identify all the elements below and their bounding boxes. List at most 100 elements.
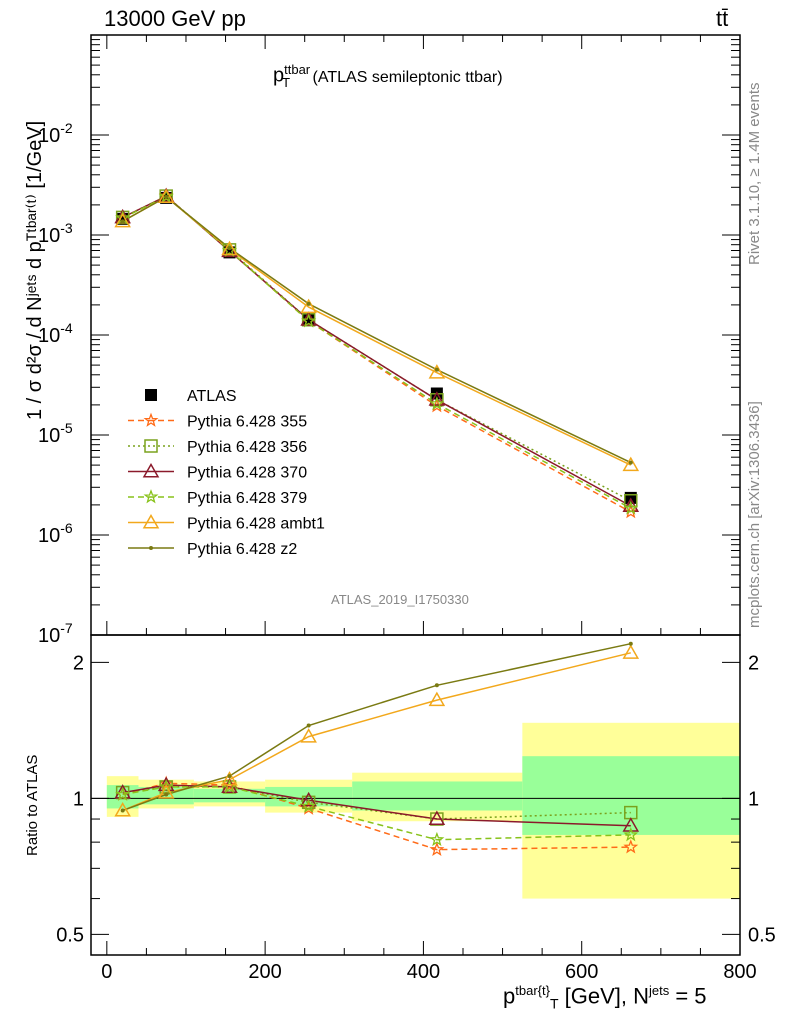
ratio-xtick-label: 800 xyxy=(723,961,756,983)
band-green-4 xyxy=(352,781,523,811)
main-point-z2-2 xyxy=(227,246,232,251)
main-point-p356-5 xyxy=(624,494,638,508)
ratio-xtick-label: 400 xyxy=(407,961,440,983)
legend-marker-p370 xyxy=(142,462,160,478)
legend-marker-p355 xyxy=(143,412,159,427)
x-axis-label-sub: T xyxy=(549,995,559,1012)
ratio-point-p379-3 xyxy=(301,798,317,813)
main-point-ambt1-1 xyxy=(157,188,175,203)
ratio-point-p355-4 xyxy=(429,841,445,856)
energy-label: 13000 GeV pp xyxy=(104,6,246,31)
legend-label-p370: Pythia 6.428 370 xyxy=(187,465,307,482)
ratio-point-z2-5 xyxy=(628,641,633,646)
ratio-frame xyxy=(90,634,741,956)
main-line-p379 xyxy=(122,195,632,509)
legend-label-ambt1: Pythia 6.428 ambt1 xyxy=(187,516,325,533)
ratio-point-ambt1-2 xyxy=(221,771,238,786)
plot-title-main: p xyxy=(273,64,285,87)
main-point-z2-4 xyxy=(434,367,439,372)
ratio-ytick-label-right: 1 xyxy=(748,788,759,810)
ratio-ytick-label-left: 2 xyxy=(73,652,84,674)
main-point-p355-5 xyxy=(623,504,639,519)
ratio-point-p370-1 xyxy=(157,776,175,792)
ratio-point-z2-4 xyxy=(434,683,439,688)
main-point-z2-5 xyxy=(628,460,633,465)
mcplots-label: mcplots.cern.ch [arXiv:1306.3436] xyxy=(746,401,763,628)
main-point-ambt1-5 xyxy=(622,456,640,472)
axes-frames: 10-2 10-3 10-4 10-5 10-6 10-7 0 200 400 600 800 0.5… xyxy=(38,34,776,983)
x-axis-label-main: p xyxy=(503,983,516,1009)
ratio-point-p355-3 xyxy=(301,800,317,815)
main-point-z2-3 xyxy=(306,301,311,306)
legend-marker-p379 xyxy=(143,489,159,504)
ratio-ytick-label-right: 0.5 xyxy=(748,924,776,946)
main-point-p379-4 xyxy=(429,395,445,411)
legend-marker-p356 xyxy=(144,439,158,453)
legend-label-p356: Pythia 6.428 356 xyxy=(187,439,307,456)
band-green-5 xyxy=(522,756,740,835)
rivet-label: Rivet 3.1.10, ≥ 1.4M events xyxy=(746,82,763,266)
ratio-point-z2-1 xyxy=(164,792,169,797)
legend-label-p379: Pythia 6.428 379 xyxy=(187,490,307,507)
main-point-ambt1-2 xyxy=(221,240,238,256)
ratio-line-p370 xyxy=(122,784,631,827)
ratio-point-z2-3 xyxy=(306,723,311,728)
main-line-p370 xyxy=(122,195,632,507)
ratio-point-ambt1-5 xyxy=(622,644,640,659)
main-y-axis-label: 1 / σ d²σ / d Nʲᵉᵗˢ d pᵀᵗᵇᵃʳ⁽ᵗ⁾ [1/GeV] xyxy=(24,120,46,420)
main-point-p370-4 xyxy=(428,391,446,406)
x-axis-label-sup: tbar{t} xyxy=(515,983,550,998)
ratio-point-z2-0 xyxy=(120,808,125,813)
ratio-point-p370-3 xyxy=(300,791,317,807)
process-label: tt̄ xyxy=(716,6,729,31)
ratio-point-p355-5 xyxy=(623,839,639,854)
analysis-watermark: ATLAS_2019_I1750330 xyxy=(331,592,469,607)
band-green-2 xyxy=(193,788,266,803)
x-axis-label-units: [GeV], N xyxy=(558,983,649,1009)
x-axis-label: ptbar{t}T [GeV], Njets = 5 xyxy=(503,983,707,1012)
ratio-ytick-label-left: 1 xyxy=(73,788,84,810)
main-point-ambt1-0 xyxy=(114,212,131,228)
ratio-ytick-label-right: 2 xyxy=(748,652,759,674)
ratio-point-p379-4 xyxy=(429,831,445,847)
ratio-xtick-label: 0 xyxy=(101,961,112,983)
plot-title-rest: (ATLAS semileptonic ttbar) xyxy=(308,68,503,86)
ratio-point-p370-5 xyxy=(622,817,640,832)
legend-label-data: ATLAS xyxy=(187,388,237,405)
plot-title-sub: T xyxy=(282,74,291,90)
ratio-point-p355-2 xyxy=(222,777,237,792)
main-ytick-label: 10-3 xyxy=(38,220,73,247)
legend-label-z2: Pythia 6.428 z2 xyxy=(187,541,297,558)
ratio-point-p379-0 xyxy=(115,786,131,801)
plot-title: pttbarT (ATLAS semileptonic ttbar) xyxy=(273,62,503,90)
ratio-point-p379-1 xyxy=(158,779,174,794)
main-point-p379-5 xyxy=(623,500,639,515)
main-point-ambt1-3 xyxy=(300,298,317,314)
ratio-line-p356 xyxy=(122,786,631,820)
main-ytick-label: 10-6 xyxy=(38,520,73,547)
ratio-point-ambt1-1 xyxy=(157,784,175,799)
main-ytick-label: 10-2 xyxy=(38,120,73,147)
main-ytick-label: 10-7 xyxy=(38,620,73,647)
main-ytick-label: 10-4 xyxy=(38,320,73,347)
ratio-point-z2-2 xyxy=(227,774,232,779)
plot-title-sup: ttbar xyxy=(284,62,311,77)
ratio-ytick-label-left: 0.5 xyxy=(56,924,84,946)
legend-marker-data xyxy=(145,389,157,401)
ratio-point-ambt1-4 xyxy=(428,691,446,707)
ratio-point-p370-4 xyxy=(428,810,446,826)
ratio-line-ambt1 xyxy=(122,652,631,812)
main-point-z2-0 xyxy=(120,219,125,224)
ratio-line-p379 xyxy=(122,786,631,841)
series-markers xyxy=(114,187,640,856)
main-point-p379-3 xyxy=(301,313,317,328)
main-ytick-label: 10-5 xyxy=(38,420,73,447)
ratio-y-axis-label: Ratio to ATLAS xyxy=(24,754,41,856)
ratio-point-p379-5 xyxy=(623,827,639,842)
legend-label-p355: Pythia 6.428 355 xyxy=(187,414,307,431)
main-point-p379-1 xyxy=(158,188,174,204)
ratio-uncertainty-bands xyxy=(91,722,740,899)
legend-marker-z2 xyxy=(149,546,153,550)
x-axis-label-end: = 5 xyxy=(669,983,707,1009)
